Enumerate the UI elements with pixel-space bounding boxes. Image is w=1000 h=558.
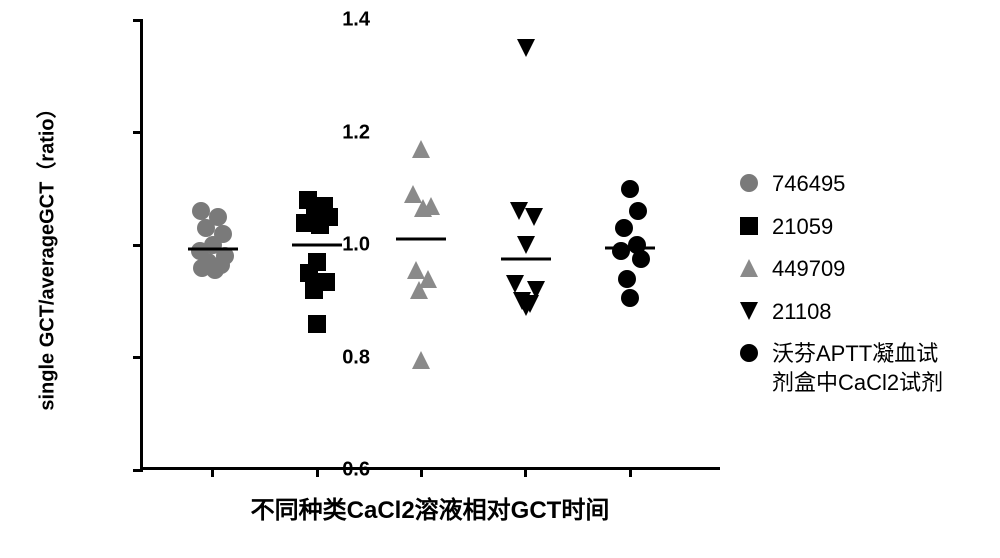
data-point <box>305 281 323 299</box>
data-point <box>612 242 630 260</box>
x-tick <box>316 467 319 477</box>
x-tick <box>420 467 423 477</box>
data-point <box>618 270 636 288</box>
mean-line <box>501 258 551 261</box>
data-point <box>206 261 224 279</box>
y-tick <box>133 356 143 359</box>
y-tick <box>133 19 143 22</box>
legend-marker-icon <box>740 217 758 235</box>
scatter-chart: single GCT/averageGCT（ratio） 不同种类CaCl2溶液… <box>40 10 960 550</box>
legend-marker-icon <box>740 344 758 362</box>
x-axis-title: 不同种类CaCl2溶液相对GCT时间 <box>140 490 720 525</box>
legend-label: 449709 <box>772 255 845 284</box>
data-point <box>621 289 639 307</box>
plot-area <box>140 20 720 470</box>
data-point <box>308 315 326 333</box>
data-point <box>517 236 535 254</box>
data-point <box>197 219 215 237</box>
legend-label: 21108 <box>772 298 832 327</box>
x-tick <box>629 467 632 477</box>
legend-label: 746495 <box>772 170 845 199</box>
legend-label: 沃芬APTT凝血试剂盒中CaCl2试剂 <box>772 340 960 397</box>
data-point <box>300 264 318 282</box>
y-tick-label: 1.0 <box>342 234 370 257</box>
legend-marker-icon <box>740 259 758 277</box>
legend-item: 沃芬APTT凝血试剂盒中CaCl2试剂 <box>740 340 960 397</box>
legend-item: 449709 <box>740 255 960 284</box>
legend-item: 746495 <box>740 170 960 199</box>
legend-label: 21059 <box>772 213 833 242</box>
x-tick <box>211 467 214 477</box>
legend-marker-icon <box>740 302 758 320</box>
data-point <box>311 216 329 234</box>
mean-line <box>188 247 238 250</box>
y-tick-label: 1.4 <box>342 9 370 32</box>
y-tick-label: 0.6 <box>342 459 370 482</box>
mean-line <box>605 246 655 249</box>
legend: 746495 21059 449709 21108 沃芬APTT凝血试剂盒中CaCl2试… <box>740 170 960 412</box>
data-point <box>410 281 428 299</box>
data-point <box>412 351 430 369</box>
data-point <box>414 199 432 217</box>
y-tick <box>133 469 143 472</box>
mean-line <box>396 238 446 241</box>
data-point <box>629 202 647 220</box>
data-point <box>192 202 210 220</box>
y-tick <box>133 131 143 134</box>
legend-item: 21108 <box>740 298 960 327</box>
data-point <box>615 219 633 237</box>
data-point <box>517 298 535 316</box>
data-point <box>517 39 535 57</box>
legend-marker-icon <box>740 174 758 192</box>
y-tick-label: 0.8 <box>342 346 370 369</box>
data-point <box>412 140 430 158</box>
y-tick <box>133 244 143 247</box>
mean-line <box>292 244 342 247</box>
x-tick <box>524 467 527 477</box>
data-point <box>621 180 639 198</box>
data-point <box>525 208 543 226</box>
data-point <box>506 275 524 293</box>
legend-item: 21059 <box>740 213 960 242</box>
y-tick-label: 1.2 <box>342 121 370 144</box>
y-axis-title: single GCT/averageGCT（ratio） <box>31 98 60 410</box>
data-point <box>632 250 650 268</box>
